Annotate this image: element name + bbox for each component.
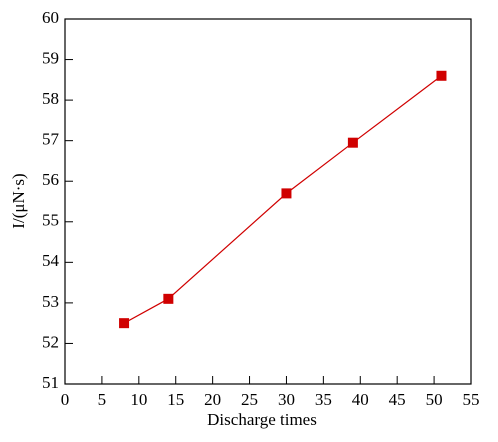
x-tick-label: 5	[98, 390, 107, 409]
data-point	[119, 318, 130, 329]
x-tick-label: 50	[426, 390, 443, 409]
x-tick-label: 40	[352, 390, 369, 409]
y-tick-label: 57	[42, 130, 60, 149]
x-tick-label: 30	[278, 390, 295, 409]
y-axis-label: I/(μN·s)	[9, 173, 28, 228]
plot-frame	[64, 18, 472, 385]
x-tick-label: 55	[463, 390, 480, 409]
y-tick-label: 53	[42, 292, 59, 311]
data-point	[347, 137, 358, 148]
y-tick-label: 58	[42, 89, 59, 108]
x-axis-label: Discharge times	[207, 410, 317, 429]
x-tick-label: 15	[167, 390, 184, 409]
x-tick-label: 20	[204, 390, 221, 409]
y-tick-label: 59	[42, 48, 59, 67]
y-tick-label: 54	[42, 251, 60, 270]
data-line	[123, 75, 442, 324]
data-point	[163, 293, 174, 304]
y-tick-label: 60	[42, 8, 59, 27]
x-tick-label: 25	[241, 390, 258, 409]
x-tick-label: 0	[61, 390, 70, 409]
y-tick-label: 56	[42, 170, 59, 189]
x-tick-label: 35	[315, 390, 332, 409]
data-point	[436, 70, 447, 81]
y-tick-label: 52	[42, 332, 59, 351]
y-tick-label: 55	[42, 211, 59, 230]
data-point	[281, 188, 292, 199]
x-tick-label: 45	[389, 390, 406, 409]
y-tick-label: 51	[42, 373, 59, 392]
x-tick-label: 10	[130, 390, 147, 409]
